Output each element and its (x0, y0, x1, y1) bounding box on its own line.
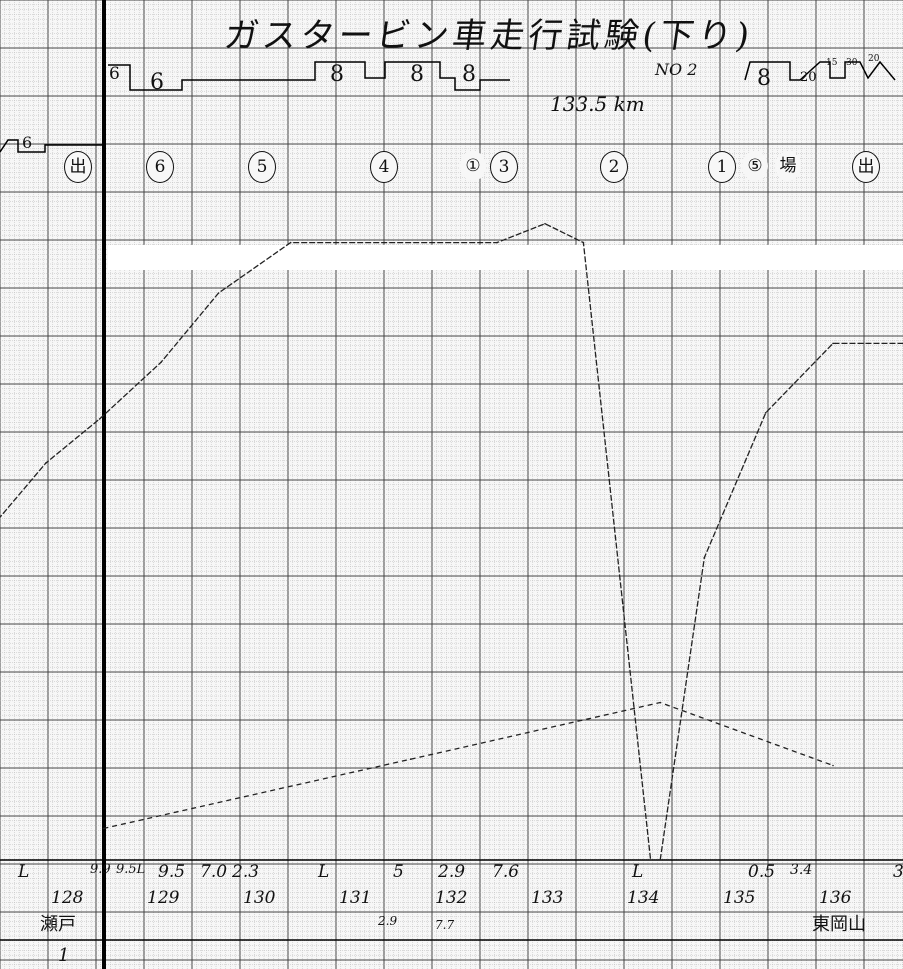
station-start: 瀬戸 (40, 914, 76, 935)
marker-signal: ⑤ (742, 151, 768, 181)
left-speed-limit: 6 (22, 133, 33, 152)
speed-limit: 20 (800, 70, 817, 85)
grade-label: 9.5 (158, 862, 186, 882)
grade-label: 9.9 (90, 862, 111, 877)
speed-limit: 20 (868, 54, 880, 64)
x-tick-label: 132 (435, 888, 468, 908)
grade-note: 7.7 (435, 918, 455, 932)
grade-label: 0.5 (748, 862, 776, 882)
curve-point (659, 701, 661, 704)
speed-curve-2 (103, 701, 834, 830)
chart-title: ガスタービン車走行試験(下り) (221, 16, 756, 56)
speed-limit: 6 (109, 64, 120, 84)
marker-signal: ① (460, 151, 486, 181)
marker-post: 5 (248, 151, 276, 183)
curve-point (544, 222, 546, 225)
distance-note: 133.5 km (550, 92, 645, 116)
x-tick-label: 136 (819, 888, 852, 908)
grade-label: 9.5L (116, 862, 146, 877)
grade-label: L (318, 862, 330, 882)
marker-post: 3 (490, 151, 518, 183)
speed-limit: 6 (150, 70, 164, 95)
curve-point (659, 859, 661, 861)
curve-point (289, 241, 292, 244)
speed-limit: 8 (330, 62, 344, 87)
grade-label: L (18, 862, 30, 882)
speed-curve-0 (0, 222, 652, 861)
curve-point (765, 411, 767, 414)
grade-label: 2.9 (438, 862, 466, 882)
speed-curve-1 (659, 342, 903, 861)
sheet-number: NO 2 (655, 60, 698, 79)
curve-point (102, 827, 105, 830)
speed-limit: 8 (410, 62, 424, 87)
marker-yard: 場 (775, 151, 801, 181)
curve-point (582, 241, 585, 244)
x-tick-label: 128 (51, 888, 84, 908)
curve-point (496, 241, 498, 244)
x-tick-label: 133 (531, 888, 564, 908)
marker-start: 出 (64, 151, 92, 183)
speed-limit: 8 (462, 62, 476, 87)
x-tick-label: 131 (339, 888, 372, 908)
grade-label: L (632, 862, 644, 882)
curve-point (217, 292, 220, 294)
page-number: 1 (58, 945, 70, 966)
curve-point (703, 556, 706, 559)
curve-point (160, 361, 162, 364)
station-end: 東岡山 (812, 914, 866, 935)
x-tick-label: 134 (627, 888, 660, 908)
grade-label: 2.3 (232, 862, 260, 882)
marker-post: 2 (600, 151, 628, 183)
curve-point (409, 758, 412, 760)
curve-point (649, 859, 652, 861)
marker-end: 出 (852, 151, 880, 183)
grade-label: 3 (893, 862, 903, 882)
curve-point (832, 342, 834, 345)
marker-post: 4 (370, 151, 398, 183)
x-tick-label: 135 (723, 888, 756, 908)
x-tick-label: 129 (147, 888, 180, 908)
blank-band (108, 245, 903, 270)
curve-point (45, 462, 47, 464)
speed-limit-profile (108, 61, 510, 91)
grade-label: 7.6 (492, 862, 520, 882)
speed-limit-profile (0, 139, 104, 153)
grade-label: 3.4 (790, 862, 813, 878)
marker-post: 6 (146, 151, 174, 183)
speed-limit: 8 (757, 66, 771, 91)
marker-post: 1 (708, 151, 736, 183)
grade-note: 2.9 (378, 914, 398, 928)
speed-limit: 30 (846, 58, 858, 68)
grade-label: 7.0 (200, 862, 228, 882)
curve-point (832, 764, 834, 767)
curve-point (98, 418, 101, 420)
speed-limit-profile (744, 60, 896, 81)
speed-limit: 15 (826, 58, 838, 68)
x-tick-label: 130 (243, 888, 276, 908)
grade-label: 5 (393, 862, 404, 882)
